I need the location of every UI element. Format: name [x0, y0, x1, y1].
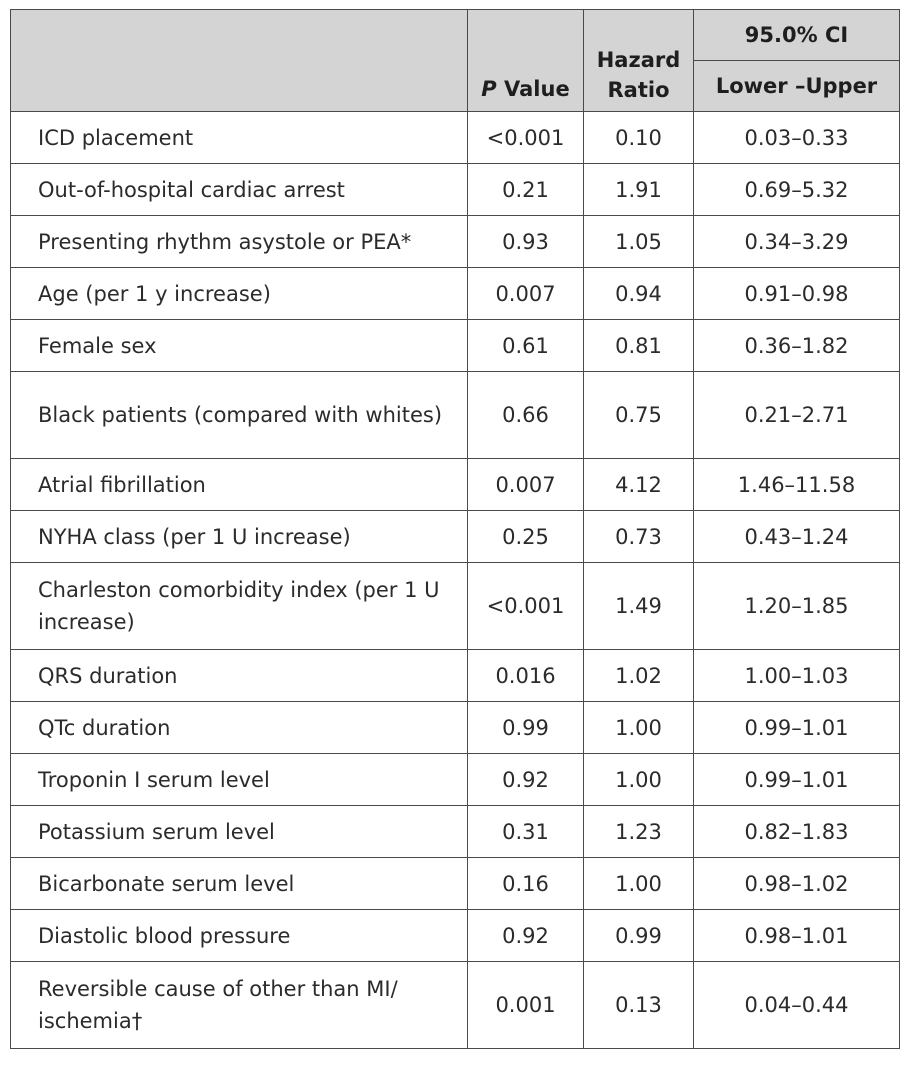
- hazard-ratio-cell: 0.10: [583, 111, 694, 164]
- p-value-cell: 0.93: [467, 215, 584, 268]
- table-row: Potassium serum level 0.31 1.23 0.82–1.83: [10, 805, 900, 858]
- header-hazard-ratio: Hazard Ratio: [583, 9, 694, 112]
- p-value-cell: 0.61: [467, 319, 584, 372]
- variable-cell: Troponin I serum level: [10, 753, 468, 806]
- p-value-cell: 0.99: [467, 701, 584, 754]
- hazard-ratio-cell: 4.12: [583, 458, 694, 511]
- table-row: QTc duration 0.99 1.00 0.99–1.01: [10, 701, 900, 754]
- p-value-cell: 0.16: [467, 857, 584, 910]
- variable-cell: Atrial fibrillation: [10, 458, 468, 511]
- p-value-cell: 0.31: [467, 805, 584, 858]
- header-row-top: P Value Hazard Ratio 95.0% CI: [10, 9, 900, 112]
- header-p-italic: P: [481, 77, 497, 101]
- ci-cell: 0.91–0.98: [693, 267, 900, 320]
- hazard-ratio-cell: 1.00: [583, 857, 694, 910]
- p-value-cell: 0.016: [467, 649, 584, 702]
- header-hazard-line2: Ratio: [607, 78, 670, 102]
- table-row: Out-of-hospital cardiac arrest 0.21 1.91 0.…: [10, 163, 900, 216]
- table-row: Bicarbonate serum level 0.16 1.00 0.98–1.02: [10, 857, 900, 910]
- variable-cell: Age (per 1 y increase): [10, 267, 468, 320]
- ci-cell: 1.00–1.03: [693, 649, 900, 702]
- variable-cell: Female sex: [10, 319, 468, 372]
- ci-cell: 0.43–1.24: [693, 510, 900, 563]
- header-p-value: P Value: [467, 9, 584, 112]
- variable-cell: Diastolic blood pressure: [10, 909, 468, 962]
- hazard-ratio-cell: 0.75: [583, 371, 694, 459]
- variable-cell: QRS duration: [10, 649, 468, 702]
- hazard-ratio-table: P Value Hazard Ratio 95.0% CI Lower –Uppe…: [10, 9, 900, 1049]
- p-value-cell: 0.21: [467, 163, 584, 216]
- table-header: P Value Hazard Ratio 95.0% CI Lower –Uppe…: [10, 9, 900, 112]
- table-row: Age (per 1 y increase) 0.007 0.94 0.91–0.98: [10, 267, 900, 320]
- hazard-ratio-cell: 0.13: [583, 961, 694, 1049]
- hazard-ratio-cell: 1.00: [583, 701, 694, 754]
- variable-cell: Out-of-hospital cardiac arrest: [10, 163, 468, 216]
- header-ci-title: 95.0% CI: [693, 9, 900, 61]
- hazard-ratio-cell: 0.73: [583, 510, 694, 563]
- variable-cell: Bicarbonate serum level: [10, 857, 468, 910]
- table-row: Female sex 0.61 0.81 0.36–1.82: [10, 319, 900, 372]
- ci-cell: 0.36–1.82: [693, 319, 900, 372]
- p-value-cell: 0.92: [467, 753, 584, 806]
- ci-cell: 0.98–1.02: [693, 857, 900, 910]
- table-row: Reversible cause of other than MI/ ische…: [10, 961, 900, 1049]
- ci-cell: 1.20–1.85: [693, 562, 900, 650]
- p-value-cell: <0.001: [467, 111, 584, 164]
- ci-cell: 0.82–1.83: [693, 805, 900, 858]
- hazard-ratio-cell: 0.99: [583, 909, 694, 962]
- table-row: QRS duration 0.016 1.02 1.00–1.03: [10, 649, 900, 702]
- header-row-bottom: Lower –Upper: [11, 60, 900, 112]
- p-value-cell: 0.25: [467, 510, 584, 563]
- variable-cell: QTc duration: [10, 701, 468, 754]
- variable-cell: Reversible cause of other than MI/ ische…: [10, 961, 468, 1049]
- hazard-ratio-cell: 1.05: [583, 215, 694, 268]
- ci-cell: 0.99–1.01: [693, 701, 900, 754]
- ci-cell: 0.03–0.33: [693, 111, 900, 164]
- p-value-cell: 0.001: [467, 961, 584, 1049]
- table-row: Presenting rhythm asystole or PEA* 0.93 1.…: [10, 215, 900, 268]
- ci-cell: 0.98–1.01: [693, 909, 900, 962]
- hazard-ratio-cell: 0.94: [583, 267, 694, 320]
- variable-cell: ICD placement: [10, 111, 468, 164]
- table-row: Atrial fibrillation 0.007 4.12 1.46–11.58: [10, 458, 900, 511]
- variable-cell: Black patients (compared with whites): [10, 371, 468, 459]
- p-value-cell: 0.007: [467, 458, 584, 511]
- variable-cell: NYHA class (per 1 U increase): [10, 510, 468, 563]
- table-row: Troponin I serum level 0.92 1.00 0.99–1.01: [10, 753, 900, 806]
- ci-cell: 0.34–3.29: [693, 215, 900, 268]
- results-table-wrapper: P Value Hazard Ratio 95.0% CI Lower –Uppe…: [10, 9, 900, 1049]
- table-row: Charleston comorbidity index (per 1 U in…: [10, 562, 900, 650]
- ci-cell: 0.04–0.44: [693, 961, 900, 1049]
- table-row: Black patients (compared with whites) 0.6…: [10, 371, 900, 459]
- table-row: Diastolic blood pressure 0.92 0.99 0.98–1.0…: [10, 909, 900, 962]
- table-row: ICD placement <0.001 0.10 0.03–0.33: [10, 111, 900, 164]
- ci-cell: 0.69–5.32: [693, 163, 900, 216]
- ci-cell: 0.21–2.71: [693, 371, 900, 459]
- header-hazard-line1: Hazard: [596, 48, 681, 72]
- hazard-ratio-cell: 0.81: [583, 319, 694, 372]
- ci-cell: 0.99–1.01: [693, 753, 900, 806]
- hazard-ratio-cell: 1.91: [583, 163, 694, 216]
- ci-cell: 1.46–11.58: [693, 458, 900, 511]
- variable-cell: Presenting rhythm asystole or PEA*: [10, 215, 468, 268]
- variable-cell: Charleston comorbidity index (per 1 U in…: [10, 562, 468, 650]
- hazard-ratio-cell: 1.02: [583, 649, 694, 702]
- p-value-cell: 0.007: [467, 267, 584, 320]
- table-body: ICD placement <0.001 0.10 0.03–0.33 Out-of-h…: [10, 111, 900, 1049]
- p-value-cell: <0.001: [467, 562, 584, 650]
- variable-cell: Potassium serum level: [10, 805, 468, 858]
- table-row: NYHA class (per 1 U increase) 0.25 0.73 0.4…: [10, 510, 900, 563]
- header-p-rest: Value: [496, 77, 570, 101]
- header-ci-sub: Lower –Upper: [693, 60, 900, 112]
- header-variable-cell: [10, 9, 468, 112]
- hazard-ratio-cell: 1.00: [583, 753, 694, 806]
- p-value-cell: 0.92: [467, 909, 584, 962]
- hazard-ratio-cell: 1.49: [583, 562, 694, 650]
- p-value-cell: 0.66: [467, 371, 584, 459]
- hazard-ratio-cell: 1.23: [583, 805, 694, 858]
